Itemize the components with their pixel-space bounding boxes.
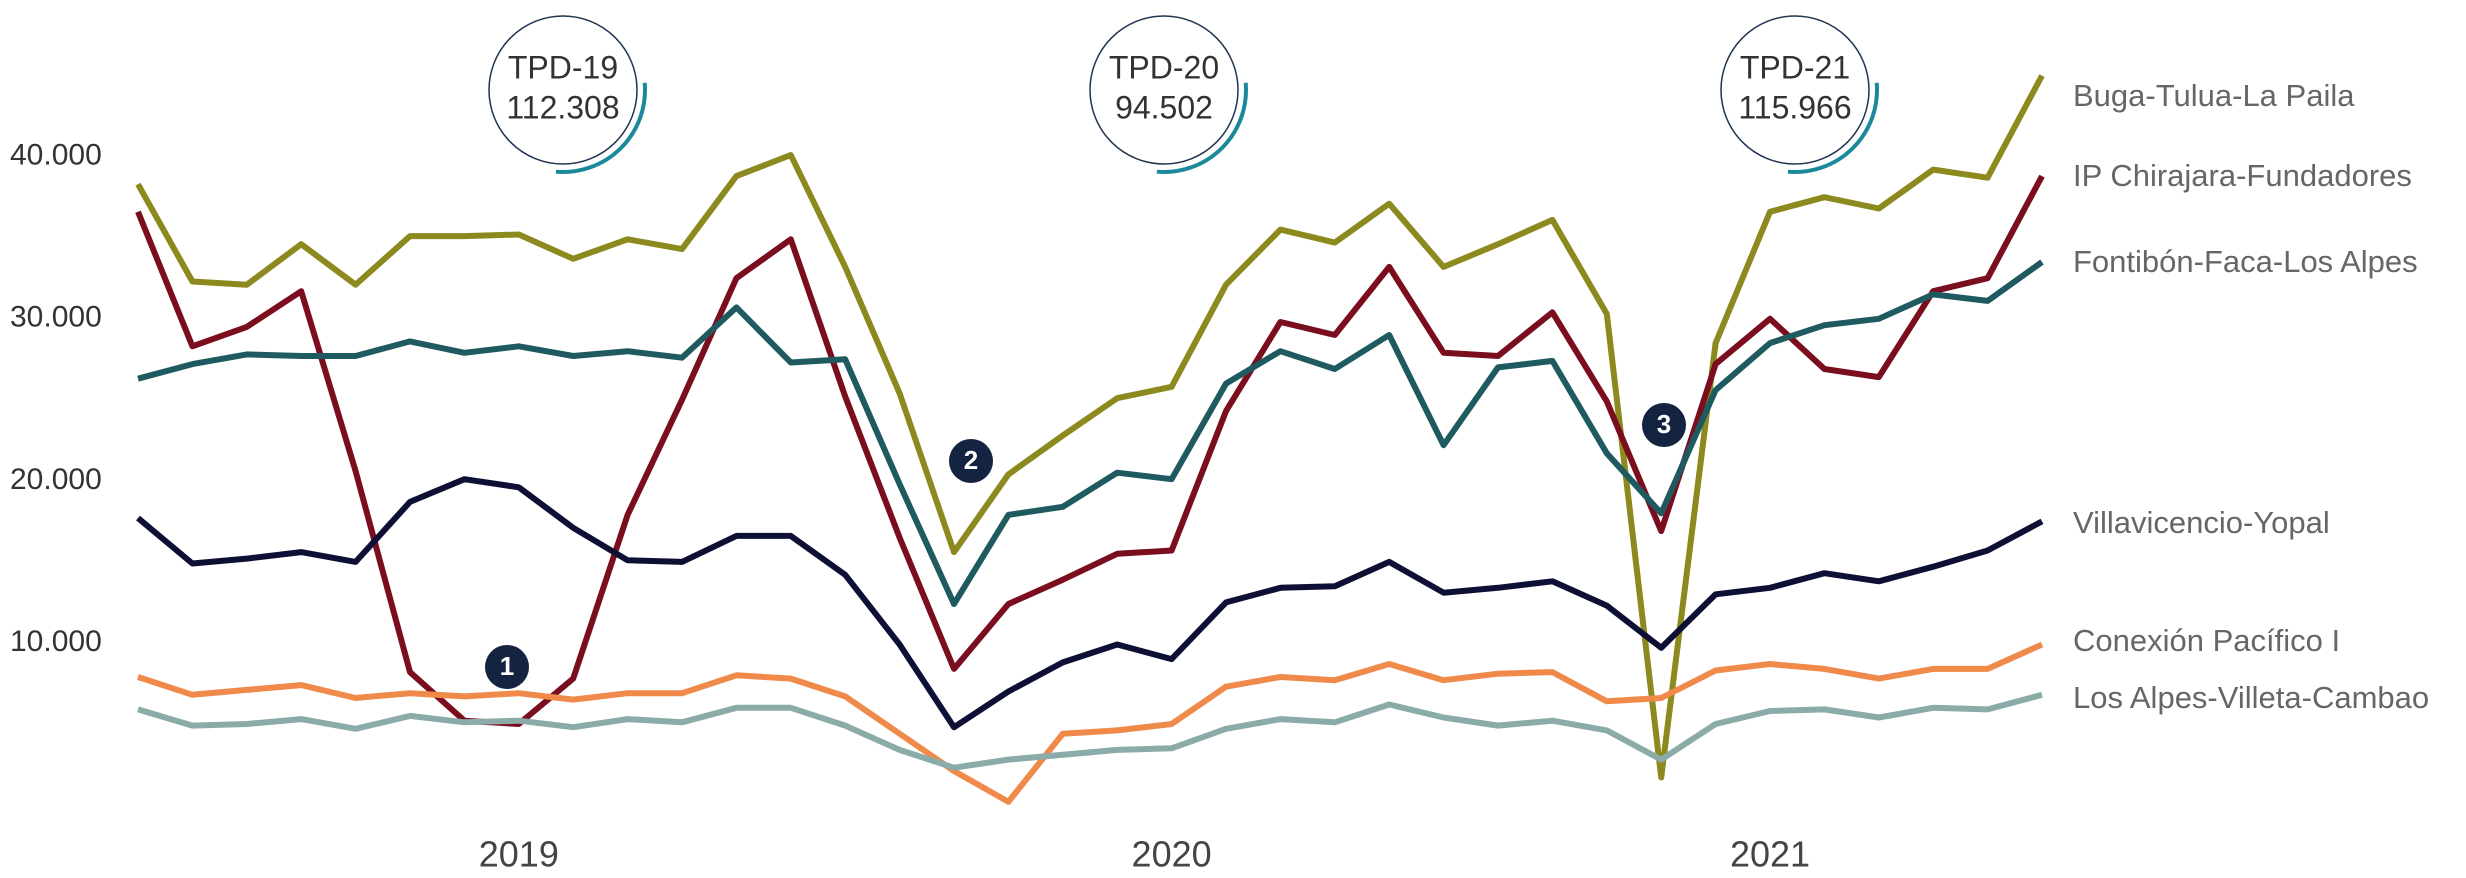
annotation-label: TPD-21: [1740, 49, 1850, 85]
marker: [949, 439, 993, 483]
annotation-value: 94.502: [1115, 89, 1213, 125]
series-label: Buga-Tulua-La Paila: [2073, 78, 2355, 113]
series-label: Conexión Pacífico I: [2073, 623, 2340, 658]
series-label: IP Chirajara-Fundadores: [2073, 158, 2412, 193]
series-line: [136, 476, 2044, 731]
series-label: Villavicencio-Yopal: [2073, 505, 2330, 540]
series-line: [137, 259, 2044, 607]
y-tick-label: 20.000: [10, 463, 102, 496]
marker-label: 3: [1657, 409, 1671, 439]
annotation-value: 115.966: [1738, 89, 1851, 125]
series-label: Los Alpes-Villeta-Cambao: [2073, 680, 2429, 715]
annotation-circle: [488, 15, 638, 165]
x-tick-label: 2020: [1132, 834, 1212, 875]
y-tick-label: 40.000: [10, 139, 102, 172]
annotation-label: TPD-20: [1109, 49, 1219, 85]
x-tick-label: 2021: [1730, 834, 1810, 875]
series-line: [137, 641, 2044, 805]
annotation-value: 112.308: [506, 89, 619, 125]
marker: [1642, 403, 1686, 447]
series-line: [135, 74, 2045, 781]
y-tick-label: 10.000: [10, 625, 102, 658]
annotation-label: TPD-19: [508, 49, 618, 85]
x-tick-label: 2019: [479, 834, 559, 875]
series-line: [137, 691, 2043, 771]
series-line: [135, 174, 2045, 727]
annotation-circle: [1720, 15, 1870, 165]
annotation-circle: [1089, 15, 1239, 165]
annotation-arc: [1787, 82, 1879, 174]
series-label: Fontibón-Faca-Los Alpes: [2073, 244, 2418, 279]
annotation-arc: [555, 82, 647, 174]
marker: [485, 645, 529, 689]
marker-label: 1: [500, 651, 514, 681]
marker-label: 2: [964, 445, 978, 475]
y-tick-label: 30.000: [10, 301, 102, 334]
annotation-arc: [1156, 82, 1248, 174]
